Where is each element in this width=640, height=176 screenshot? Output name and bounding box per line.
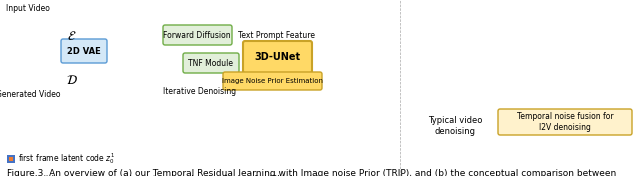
Text: TNF Module: TNF Module [189, 58, 234, 68]
Text: $\mathcal{E}$: $\mathcal{E}$ [67, 30, 77, 42]
Text: 3D-UNet: 3D-UNet [254, 52, 300, 62]
FancyBboxPatch shape [61, 39, 107, 63]
FancyBboxPatch shape [498, 109, 632, 135]
Text: first frame latent code $z_0^1$: first frame latent code $z_0^1$ [18, 152, 115, 166]
FancyBboxPatch shape [163, 25, 232, 45]
FancyBboxPatch shape [243, 41, 312, 73]
Text: Temporal noise fusion for
I2V denoising: Temporal noise fusion for I2V denoising [516, 112, 613, 132]
Text: Forward Diffusion: Forward Diffusion [163, 30, 231, 39]
Bar [7, 155, 15, 163]
Text: Typical video
denoising: Typical video denoising [428, 116, 482, 136]
Text: 2D VAE: 2D VAE [67, 46, 101, 55]
Text: Text Prompt Feature: Text Prompt Feature [239, 32, 316, 40]
Bar [9, 157, 13, 161]
Text: Generated Video: Generated Video [0, 90, 60, 99]
Text: Image Noise Prior Estimation: Image Noise Prior Estimation [221, 78, 323, 84]
FancyBboxPatch shape [183, 53, 239, 73]
Text: Figure 3. An overview of (a) our Temporal Residual learning with Image noise Pri: Figure 3. An overview of (a) our Tempora… [7, 169, 616, 176]
Text: $\mathcal{D}$: $\mathcal{D}$ [66, 74, 78, 87]
Text: Iterative Denoising: Iterative Denoising [163, 86, 237, 96]
FancyBboxPatch shape [223, 72, 322, 90]
Text: Input Video: Input Video [6, 4, 50, 13]
Text: typical video denoising and our temporal noise fusion for I2V denoising.: typical video denoising and our temporal… [7, 175, 333, 176]
